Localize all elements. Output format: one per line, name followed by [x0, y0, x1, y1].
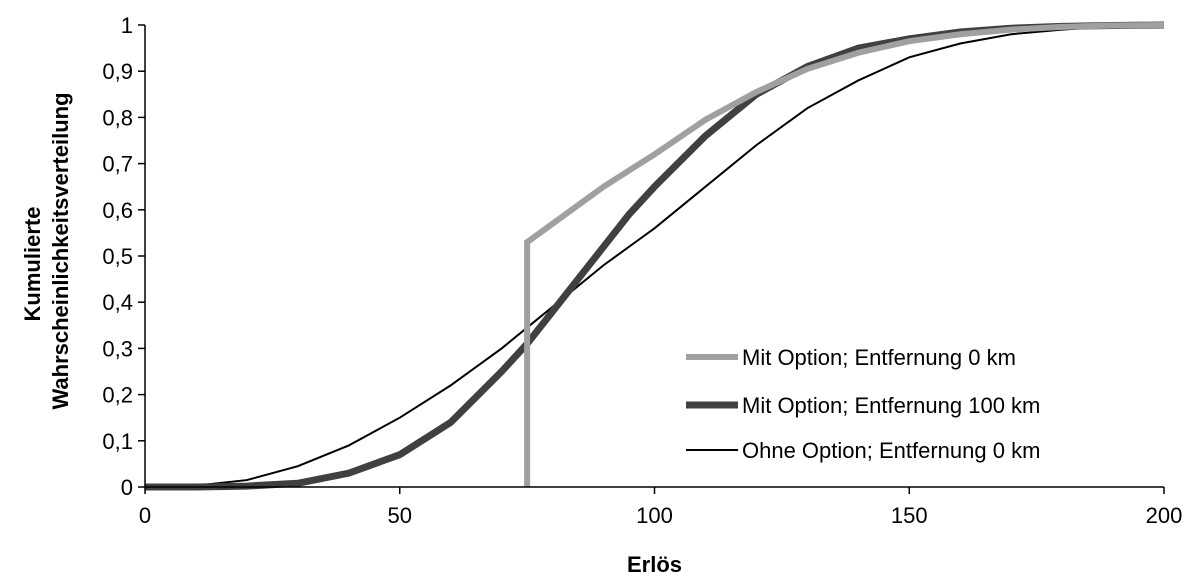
y-tick-label: 0,9	[102, 59, 133, 84]
y-axis-title-line-1: Kumulierte	[20, 207, 45, 322]
series-line-3	[144, 24, 1165, 488]
x-axis-title: Erlös	[627, 552, 682, 577]
y-tick-label: 0,3	[102, 336, 133, 361]
x-tick-label: 100	[636, 503, 673, 528]
x-tick-label: 50	[388, 503, 412, 528]
y-tick-label: 0,7	[102, 152, 133, 177]
y-tick-label: 0,5	[102, 244, 133, 269]
y-tick-label: 0,8	[102, 105, 133, 130]
x-tick-label: 200	[1146, 503, 1183, 528]
y-tick-label: 0,4	[102, 290, 133, 315]
plot-background	[144, 24, 1165, 488]
series-layer	[144, 21, 1165, 491]
series-line-1	[524, 22, 1165, 487]
y-axis-title-line-2: Wahrscheinlichkeitsverteilung	[48, 92, 73, 409]
plot-area	[144, 24, 1165, 488]
legend: Mit Option; Entfernung 0 km Mit Option; E…	[686, 345, 1040, 463]
x-tick-label: 0	[139, 503, 151, 528]
y-tick-label: 0,1	[102, 429, 133, 454]
y-tick-label: 0,2	[102, 383, 133, 408]
y-tick-label: 0	[121, 475, 133, 500]
legend-label-2: Mit Option; Entfernung 100 km	[742, 393, 1040, 418]
y-tick-label: 1	[121, 13, 133, 38]
y-tick-label: 0,6	[102, 198, 133, 223]
axes-layer: 0 0,1 0,2 0,3 0,4 0,5 0,6 0,7 0,8 0,9 1 0 50 100 150 20…	[102, 13, 1182, 528]
x-tick-label: 150	[891, 503, 928, 528]
legend-label-3: Ohne Option; Entfernung 0 km	[742, 438, 1040, 463]
legend-label-1: Mit Option; Entfernung 0 km	[742, 345, 1016, 370]
